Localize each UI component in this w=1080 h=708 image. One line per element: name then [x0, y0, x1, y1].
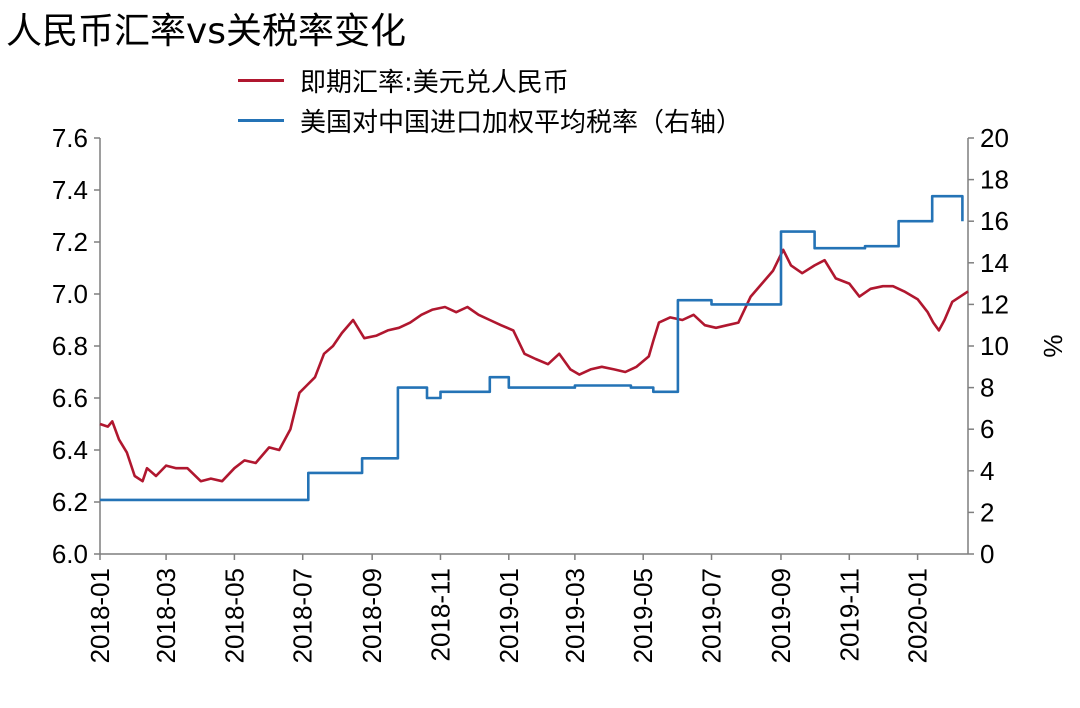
y-left-tick-label: 7.0 [52, 279, 88, 309]
y-right-axis-label: % [1038, 334, 1068, 357]
legend: 即期汇率:美元兑人民币 美国对中国进口加权平均税率（右轴） [238, 60, 742, 140]
y-right-tick-label: 12 [980, 289, 1009, 319]
y-left-tick-label: 6.8 [52, 331, 88, 361]
y-left-tick-label: 7.4 [52, 175, 88, 205]
y-right-tick-label: 10 [980, 331, 1009, 361]
x-tick-label: 2018-09 [357, 568, 387, 663]
x-tick-label: 2019-11 [834, 568, 864, 662]
legend-entry-tariff-rate: 美国对中国进口加权平均税率（右轴） [238, 100, 742, 140]
x-tick-label: 2019-03 [560, 568, 590, 663]
y-left-tick-label: 6.4 [52, 435, 88, 465]
legend-entry-exchange-rate: 即期汇率:美元兑人民币 [238, 60, 742, 100]
x-tick-label: 2019-01 [494, 568, 524, 663]
chart-title: 人民币汇率vs关税率变化 [6, 11, 407, 52]
y-left-tick-label: 7.6 [52, 123, 88, 153]
y-right-tick-label: 20 [980, 123, 1009, 153]
y-right-tick-label: 14 [980, 248, 1009, 278]
x-tick-label: 2018-11 [425, 568, 455, 662]
y-right-tick-label: 0 [980, 539, 994, 569]
legend-label-exchange-rate: 即期汇率:美元兑人民币 [300, 67, 569, 98]
x-tick-label: 2019-05 [628, 568, 658, 663]
x-tick-label: 2020-01 [903, 568, 933, 663]
y-right-tick-label: 18 [980, 165, 1009, 195]
y-left-tick-label: 6.0 [52, 539, 88, 569]
x-tick-label: 2018-01 [85, 568, 115, 663]
y-right-tick-label: 6 [980, 414, 994, 444]
y-left-tick-label: 7.2 [52, 227, 88, 257]
x-tick-label: 2018-07 [288, 568, 318, 663]
x-tick-label: 2018-03 [151, 568, 181, 663]
x-tick-label: 2019-07 [697, 568, 727, 663]
y-right-tick-label: 4 [980, 456, 994, 486]
legend-label-tariff-rate: 美国对中国进口加权平均税率（右轴） [300, 107, 743, 138]
y-right-tick-label: 8 [980, 373, 994, 403]
y-right-tick-label: 16 [980, 206, 1009, 236]
y-right-tick-label: 2 [980, 497, 994, 527]
x-tick-label: 2018-05 [219, 568, 249, 663]
x-tick-label: 2019-09 [766, 568, 796, 663]
tariff-rate-line [100, 194, 964, 502]
y-left-tick-label: 6.2 [52, 487, 88, 517]
y-left-tick-label: 6.6 [52, 383, 88, 413]
legend-swatch-exchange-rate [238, 78, 284, 82]
exchange-rate-line [99, 248, 969, 483]
legend-swatch-tariff-rate [238, 118, 284, 122]
